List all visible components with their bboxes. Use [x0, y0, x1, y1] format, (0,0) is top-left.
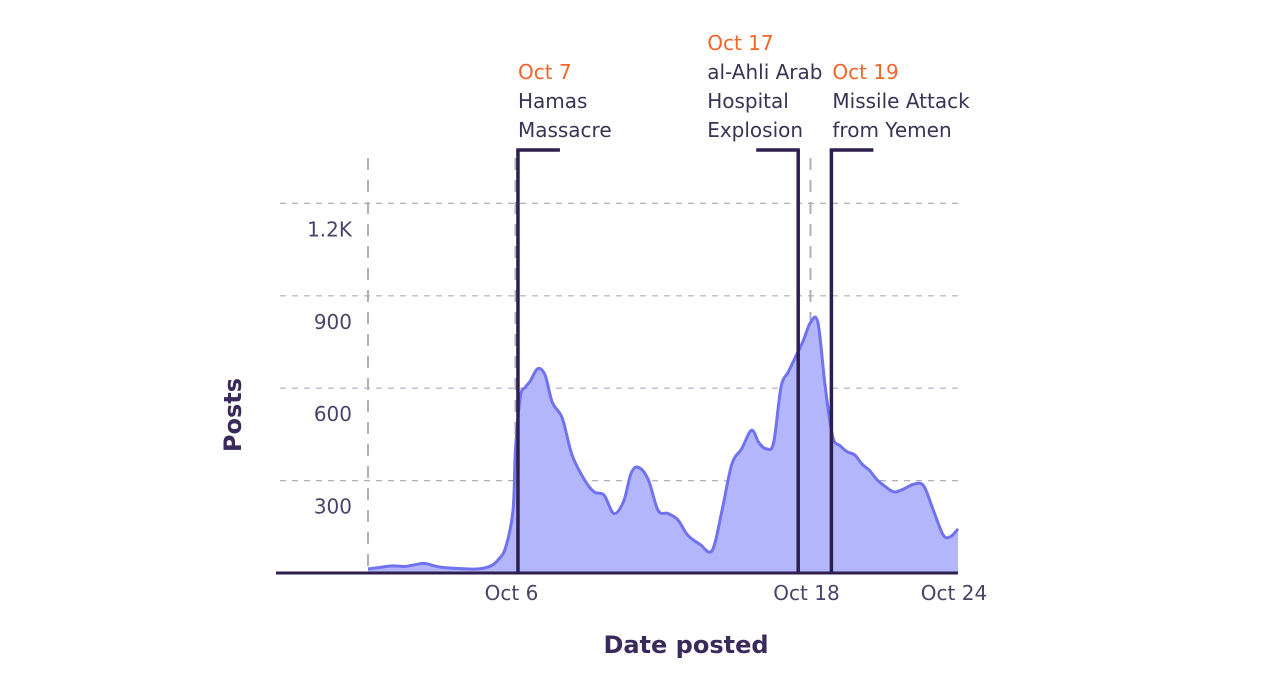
- y-tick-label: 1.2K: [307, 217, 353, 241]
- area-line: [367, 315, 960, 571]
- event-label: Hamas: [518, 89, 587, 113]
- event-label: Massacre: [518, 118, 612, 142]
- area-fill: [368, 316, 958, 572]
- x-axis-title: Date posted: [603, 631, 768, 659]
- event-label: Hospital: [707, 89, 789, 113]
- event-date: Oct 19: [832, 60, 898, 84]
- tick-labels: 300 600 900 1.2K Oct 6 Oct 18 Oct 24: [307, 217, 987, 605]
- event-label: al-Ahli Arab: [707, 60, 822, 84]
- annotations: Oct 7 Hamas Massacre Oct 17 al-Ahli Arab Hosp…: [516, 31, 970, 572]
- event-date: Oct 17: [707, 31, 773, 55]
- event-label: Explosion: [707, 118, 803, 142]
- y-tick-label: 600: [314, 402, 352, 426]
- x-tick-label: Oct 6: [485, 581, 539, 605]
- event-annotation: Oct 17 al-Ahli Arab Hospital Explosion: [707, 31, 822, 572]
- area-series: [367, 315, 960, 572]
- event-label: from Yemen: [832, 118, 951, 142]
- event-date: Oct 7: [518, 60, 572, 84]
- y-tick-label: 900: [314, 310, 352, 334]
- y-axis-title: Posts: [219, 378, 247, 452]
- event-annotation: Oct 7 Hamas Massacre: [516, 60, 612, 572]
- y-tick-label: 300: [314, 495, 352, 519]
- x-tick-label: Oct 24: [921, 581, 987, 605]
- x-tick-label: Oct 18: [773, 581, 839, 605]
- event-label: Missile Attack: [832, 89, 970, 113]
- event-annotation: Oct 19 Missile Attack from Yemen: [829, 60, 970, 572]
